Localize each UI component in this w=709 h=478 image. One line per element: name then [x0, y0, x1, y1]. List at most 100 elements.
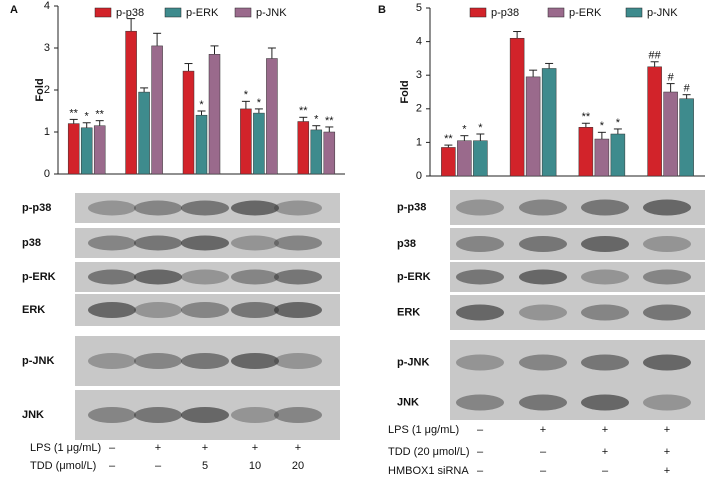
bar: [594, 138, 610, 177]
blot-band: [581, 354, 629, 371]
blot-band: [274, 302, 322, 318]
treatment-value: +: [602, 424, 608, 436]
significance-mark: **: [325, 115, 334, 127]
treatment-value: –: [109, 442, 116, 454]
blot-band: [134, 200, 182, 216]
blot-label: p-p38: [397, 201, 426, 213]
blot-band: [274, 200, 322, 216]
blot-band: [519, 394, 567, 411]
significance-mark: ##: [649, 50, 662, 62]
bar: [578, 127, 594, 177]
bar: [679, 98, 694, 177]
treatment-value: +: [252, 442, 258, 454]
blot-label: ERK: [397, 306, 420, 318]
y-tick-label: 4: [44, 0, 50, 12]
bar: [509, 37, 525, 177]
blot-band: [88, 235, 136, 251]
treatment-label: TDD (20 μmol/L): [388, 446, 470, 458]
bar: [647, 66, 662, 177]
y-axis-label: Fold: [34, 78, 46, 101]
treatment-value: –: [155, 460, 162, 472]
blot-band: [231, 200, 279, 216]
blot-band: [274, 235, 322, 251]
legend-swatch: [547, 7, 565, 18]
legend-swatch: [469, 7, 487, 18]
blot-band: [456, 394, 504, 411]
blot-band: [134, 353, 182, 369]
treatment-label: HMBOX1 siRNA: [388, 465, 469, 477]
y-tick-label: 4: [416, 36, 422, 48]
blot-band: [134, 235, 182, 251]
legend-swatch: [234, 7, 252, 18]
significance-mark: *: [244, 89, 249, 101]
blot-band: [231, 302, 279, 318]
blot-band: [181, 407, 229, 423]
blot-band: [519, 354, 567, 371]
treatment-value: +: [602, 446, 608, 458]
significance-mark: *: [199, 99, 204, 111]
bar: [80, 127, 93, 175]
bar: [457, 140, 472, 177]
blot-label: p38: [397, 238, 416, 250]
y-tick-label: 2: [416, 103, 422, 115]
bar: [253, 112, 265, 175]
blot-band: [581, 304, 629, 321]
treatment-value: –: [602, 465, 609, 477]
treatment-value: 10: [249, 460, 261, 472]
significance-mark: #: [668, 72, 675, 84]
blot-band: [643, 394, 691, 411]
blot-band: [581, 236, 629, 252]
bar: [208, 54, 221, 175]
bar: [67, 123, 80, 175]
treatment-value: 20: [292, 460, 304, 472]
significance-mark: #: [684, 83, 691, 95]
significance-mark: **: [582, 111, 591, 123]
blot-band: [643, 304, 691, 321]
blot-band: [88, 269, 136, 285]
significance-mark: **: [444, 133, 453, 145]
bar: [310, 129, 323, 175]
y-tick-label: 5: [416, 2, 422, 14]
treatment-value: –: [540, 465, 547, 477]
treatment-value: +: [295, 442, 301, 454]
blot-band: [231, 269, 279, 285]
y-tick-label: 1: [416, 136, 422, 148]
y-tick-label: 3: [416, 69, 422, 81]
bar: [323, 131, 336, 175]
blot-label: ERK: [22, 304, 45, 316]
treatment-value: +: [664, 424, 670, 436]
blot-label: p-JNK: [397, 356, 429, 368]
blot-band: [581, 269, 629, 285]
significance-mark: *: [478, 122, 483, 134]
legend-label: p-JNK: [647, 7, 678, 19]
blot-band: [181, 269, 229, 285]
significance-mark: *: [85, 111, 90, 123]
panel-letter: B: [378, 4, 386, 16]
significance-mark: *: [257, 97, 262, 109]
y-tick-label: 0: [416, 170, 422, 182]
bar: [182, 70, 195, 175]
blot-band: [134, 302, 182, 318]
y-tick-label: 3: [44, 42, 50, 54]
treatment-label: TDD (μmol/L): [30, 460, 96, 472]
y-tick-label: 0: [44, 168, 50, 180]
blot-band: [519, 269, 567, 285]
bar: [240, 108, 252, 175]
bar: [125, 30, 137, 175]
bar: [195, 114, 208, 175]
blot-band: [274, 407, 322, 423]
blot-band: [456, 354, 504, 371]
treatment-value: +: [664, 446, 670, 458]
blot-band: [231, 353, 279, 369]
legend-label: p-p38: [116, 7, 144, 19]
significance-mark: *: [616, 117, 621, 129]
bar: [93, 125, 106, 175]
bar: [138, 91, 150, 175]
blot-band: [643, 354, 691, 371]
bar: [541, 68, 557, 177]
blot-band: [519, 199, 567, 216]
blot-label: p-p38: [22, 202, 51, 214]
significance-mark: **: [299, 105, 308, 117]
blot-label: p38: [22, 237, 41, 249]
